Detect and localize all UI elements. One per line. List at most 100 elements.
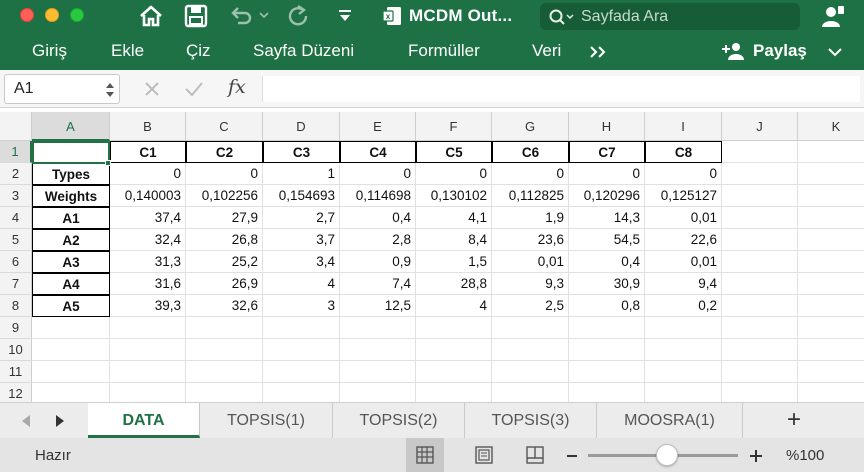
column-header-b[interactable]: B xyxy=(110,112,186,141)
row-header-8[interactable]: 8 xyxy=(0,295,32,317)
cell-d1[interactable]: C3 xyxy=(263,141,340,163)
cell-b1[interactable]: C1 xyxy=(110,141,186,163)
cell-g11[interactable] xyxy=(492,361,569,383)
cell-h2[interactable]: 0 xyxy=(569,163,645,185)
zoom-level[interactable]: %100 xyxy=(786,447,825,464)
cell-i1[interactable]: C8 xyxy=(645,141,722,163)
cell-b10[interactable] xyxy=(110,339,186,361)
cell-d3[interactable]: 0,154693 xyxy=(263,185,340,207)
cell-k9[interactable] xyxy=(798,317,864,339)
cell-c10[interactable] xyxy=(186,339,263,361)
cell-b3[interactable]: 0,140003 xyxy=(110,185,186,207)
cell-a12[interactable] xyxy=(32,383,110,402)
row-header-1[interactable]: 1 xyxy=(0,141,32,163)
normal-view-button[interactable] xyxy=(406,438,444,472)
name-box-stepper-icon[interactable] xyxy=(105,81,115,99)
cell-d11[interactable] xyxy=(263,361,340,383)
enter-check-icon[interactable] xyxy=(184,80,204,98)
tab-draw[interactable]: Çiz xyxy=(186,41,211,60)
cell-d5[interactable]: 3,7 xyxy=(263,229,340,251)
cell-b2[interactable]: 0 xyxy=(110,163,186,185)
cell-i8[interactable]: 0,2 xyxy=(645,295,722,317)
cell-j4[interactable] xyxy=(722,207,798,229)
cell-i7[interactable]: 9,4 xyxy=(645,273,722,295)
cell-b4[interactable]: 37,4 xyxy=(110,207,186,229)
close-window-button[interactable] xyxy=(20,8,34,22)
add-sheet-button[interactable]: + xyxy=(787,406,802,433)
cell-c2[interactable]: 0 xyxy=(186,163,263,185)
cell-h6[interactable]: 0,4 xyxy=(569,251,645,273)
cell-d9[interactable] xyxy=(263,317,340,339)
column-header-h[interactable]: H xyxy=(569,112,645,141)
cell-g1[interactable]: C6 xyxy=(492,141,569,163)
cell-b12[interactable] xyxy=(110,383,186,402)
cell-j8[interactable] xyxy=(722,295,798,317)
cell-d12[interactable] xyxy=(263,383,340,402)
cell-h7[interactable]: 30,9 xyxy=(569,273,645,295)
cell-i11[interactable] xyxy=(645,361,722,383)
account-icon[interactable] xyxy=(820,4,846,30)
sheet-tab-topsis-2[interactable]: TOPSIS(2) xyxy=(333,403,465,438)
cell-k2[interactable] xyxy=(798,163,864,185)
cell-d4[interactable]: 2,7 xyxy=(263,207,340,229)
cell-g12[interactable] xyxy=(492,383,569,402)
cell-c11[interactable] xyxy=(186,361,263,383)
cell-f10[interactable] xyxy=(416,339,492,361)
cell-a6[interactable]: A3 xyxy=(32,251,110,273)
tab-formulas[interactable]: Formüller xyxy=(408,41,480,60)
fill-handle[interactable] xyxy=(105,160,111,166)
cell-j3[interactable] xyxy=(722,185,798,207)
scroll-tabs-left-icon[interactable] xyxy=(20,414,32,428)
tab-home[interactable]: Giriş xyxy=(32,41,67,60)
cell-f3[interactable]: 0,130102 xyxy=(416,185,492,207)
cell-c5[interactable]: 26,8 xyxy=(186,229,263,251)
column-header-g[interactable]: G xyxy=(492,112,569,141)
cell-j7[interactable] xyxy=(722,273,798,295)
cell-h11[interactable] xyxy=(569,361,645,383)
tab-insert[interactable]: Ekle xyxy=(111,41,145,60)
row-header-7[interactable]: 7 xyxy=(0,273,32,295)
cell-b9[interactable] xyxy=(110,317,186,339)
row-header-10[interactable]: 10 xyxy=(0,339,32,361)
cell-h4[interactable]: 14,3 xyxy=(569,207,645,229)
cell-b11[interactable] xyxy=(110,361,186,383)
cell-j5[interactable] xyxy=(722,229,798,251)
tab-data[interactable]: Veri xyxy=(532,41,562,60)
cell-c12[interactable] xyxy=(186,383,263,402)
ribbon-collapse-icon[interactable] xyxy=(827,46,843,58)
minimize-window-button[interactable] xyxy=(45,8,59,22)
cell-g7[interactable]: 9,3 xyxy=(492,273,569,295)
cell-f2[interactable]: 0 xyxy=(416,163,492,185)
cell-k7[interactable] xyxy=(798,273,864,295)
cell-k5[interactable] xyxy=(798,229,864,251)
cell-e3[interactable]: 0,114698 xyxy=(340,185,416,207)
cell-d8[interactable]: 3 xyxy=(263,295,340,317)
cell-e6[interactable]: 0,9 xyxy=(340,251,416,273)
cell-e8[interactable]: 12,5 xyxy=(340,295,416,317)
row-header-4[interactable]: 4 xyxy=(0,207,32,229)
cell-a7[interactable]: A4 xyxy=(32,273,110,295)
cell-i5[interactable]: 22,6 xyxy=(645,229,722,251)
cell-h8[interactable]: 0,8 xyxy=(569,295,645,317)
cell-c7[interactable]: 26,9 xyxy=(186,273,263,295)
row-header-6[interactable]: 6 xyxy=(0,251,32,273)
cell-g6[interactable]: 0,01 xyxy=(492,251,569,273)
cell-f4[interactable]: 4,1 xyxy=(416,207,492,229)
cell-e9[interactable] xyxy=(340,317,416,339)
cell-f12[interactable] xyxy=(416,383,492,402)
cell-k1[interactable] xyxy=(798,141,864,163)
cell-f6[interactable]: 1,5 xyxy=(416,251,492,273)
cell-c1[interactable]: C2 xyxy=(186,141,263,163)
cell-e4[interactable]: 0,4 xyxy=(340,207,416,229)
cell-e10[interactable] xyxy=(340,339,416,361)
cell-j1[interactable] xyxy=(722,141,798,163)
cell-c8[interactable]: 32,6 xyxy=(186,295,263,317)
cell-j12[interactable] xyxy=(722,383,798,402)
cell-f1[interactable]: C5 xyxy=(416,141,492,163)
cell-a2[interactable]: Types xyxy=(32,163,110,185)
cell-k10[interactable] xyxy=(798,339,864,361)
formula-input[interactable] xyxy=(262,76,860,102)
cell-g5[interactable]: 23,6 xyxy=(492,229,569,251)
share-button[interactable]: Paylaş xyxy=(722,37,818,65)
column-header-f[interactable]: F xyxy=(416,112,492,141)
